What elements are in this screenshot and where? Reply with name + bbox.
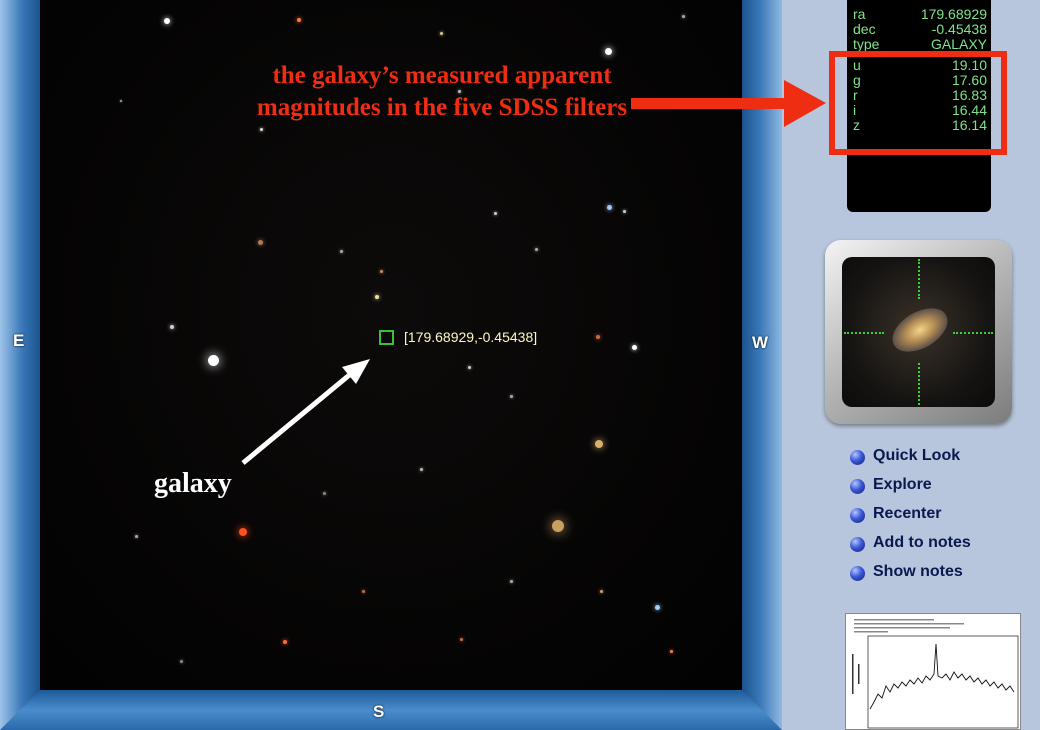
info-row-i: i 16.44 — [853, 103, 987, 118]
info-value: 16.44 — [951, 102, 987, 118]
info-key: type — [853, 36, 880, 52]
sky-view-frame: E W S [179.68929,-0.45438] galaxy the ga… — [0, 0, 782, 730]
star — [623, 210, 626, 213]
blue-bullet-icon — [850, 479, 865, 494]
sky-image[interactable]: [179.68929,-0.45438] galaxy the galaxy’s… — [40, 0, 742, 690]
info-row-g: g 17.60 — [853, 73, 987, 88]
crosshair-bottom — [918, 363, 920, 405]
compass-east: E — [13, 331, 25, 350]
action-label: Explore — [873, 476, 932, 493]
magnitudes-highlight-box — [829, 51, 1007, 155]
star — [607, 205, 612, 210]
star — [420, 468, 423, 471]
frame-bevel-bottom — [0, 690, 782, 730]
spectrum-plot-icon — [852, 619, 1019, 729]
info-value: GALAXY — [930, 36, 987, 52]
info-value: 19.10 — [951, 57, 987, 73]
star — [552, 520, 564, 532]
galaxy-annotation-label: galaxy — [154, 468, 232, 499]
info-row-r: r 16.83 — [853, 88, 987, 103]
star — [135, 535, 138, 538]
star — [297, 18, 301, 22]
star — [510, 580, 513, 583]
compass-south: S — [373, 702, 385, 721]
info-key: ra — [853, 6, 866, 22]
galaxy-thumbnail-blob — [885, 299, 955, 361]
star — [375, 295, 379, 299]
blue-bullet-icon — [850, 508, 865, 523]
info-value: -0.45438 — [931, 21, 987, 37]
star — [208, 355, 219, 366]
star — [340, 250, 343, 253]
star — [283, 640, 287, 644]
compass-west: W — [752, 333, 769, 352]
info-row-ra: ra 179.68929 — [853, 7, 987, 22]
star — [440, 32, 443, 35]
crosshair-top — [918, 259, 920, 299]
star — [670, 650, 673, 653]
star — [323, 492, 326, 495]
star — [239, 528, 247, 536]
star — [596, 335, 600, 339]
galaxy-thumbnail[interactable] — [842, 257, 995, 407]
crosshair-right — [953, 332, 993, 334]
star — [468, 366, 471, 369]
info-row-z: z 16.14 — [853, 118, 987, 133]
info-row-dec: dec -0.45438 — [853, 22, 987, 37]
object-info-panel: ra 179.68929 dec -0.45438 type GALAXY u … — [847, 0, 991, 212]
blue-bullet-icon — [850, 450, 865, 465]
star — [362, 590, 365, 593]
star — [170, 325, 174, 329]
star — [595, 440, 603, 448]
star — [380, 270, 383, 273]
frame-bevel-right — [742, 0, 782, 730]
star — [120, 100, 122, 102]
info-value: 16.83 — [951, 87, 987, 103]
action-label: Show notes — [873, 563, 963, 580]
info-key: u — [853, 57, 861, 73]
action-label: Quick Look — [873, 447, 961, 464]
target-marker[interactable] — [379, 330, 394, 345]
star — [655, 605, 660, 610]
star — [180, 660, 183, 663]
star — [494, 212, 497, 215]
info-key: i — [853, 102, 857, 118]
crosshair-left — [844, 332, 884, 334]
star — [458, 90, 461, 93]
info-row-u: u 19.10 — [853, 58, 987, 73]
target-coordinates-label: [179.68929,-0.45438] — [404, 329, 538, 345]
star — [632, 345, 637, 350]
info-key: dec — [853, 21, 876, 37]
action-label: Add to notes — [873, 534, 971, 551]
frame-bevel-left — [0, 0, 40, 730]
star — [535, 248, 538, 251]
info-value: 16.14 — [951, 117, 987, 133]
info-value: 17.60 — [951, 72, 987, 88]
info-row-type: type GALAXY — [853, 37, 987, 52]
blue-bullet-icon — [850, 566, 865, 581]
info-key: g — [853, 72, 861, 88]
spectrum-thumbnail[interactable] — [845, 613, 1021, 730]
star — [260, 128, 263, 131]
blue-bullet-icon — [850, 537, 865, 552]
star — [510, 395, 513, 398]
star — [605, 48, 612, 55]
magnitudes-annotation: the galaxy’s measured apparent magnitude… — [256, 62, 628, 121]
star — [460, 638, 463, 641]
star — [164, 18, 170, 24]
star — [600, 590, 603, 593]
info-value: 179.68929 — [920, 6, 987, 22]
action-label: Recenter — [873, 505, 942, 522]
thumbnail-frame — [825, 240, 1012, 424]
info-key: z — [853, 117, 860, 133]
star — [258, 240, 263, 245]
star — [682, 15, 685, 18]
info-key: r — [853, 87, 858, 103]
